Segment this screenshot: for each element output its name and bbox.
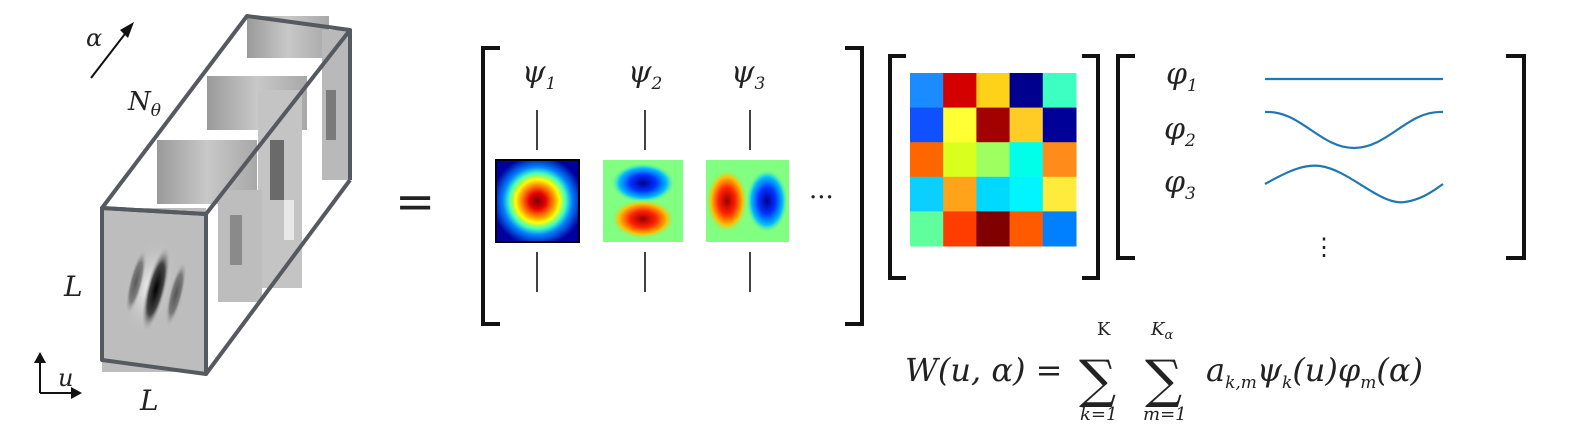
tensor-box-outline [100,14,352,376]
coef-cell [1009,107,1044,143]
phi-1-label: φ1 [1166,57,1198,96]
filter-slice-back [247,16,350,180]
n-theta-label: Nθ [127,87,161,121]
sum2-lower: m=1 [1143,404,1187,425]
alpha-axis-arrow [90,22,134,79]
coef-cell [943,211,977,247]
u-label: u [58,364,73,392]
right-bracket-coef [1082,54,1100,280]
coef-cell [1042,142,1077,178]
phi-2-curve [1264,110,1444,150]
psi-2-column: ψ2 [603,55,683,292]
coef-cell [943,142,977,178]
sum1-lower: k=1 [1080,404,1117,425]
psi-1-column: ψ1 [495,55,580,292]
sum1-sigma: ∑ [1079,350,1116,410]
sum2-upper: Kα [1150,319,1173,343]
phi-3-label: φ3 [1164,165,1196,204]
sum2-sigma: ∑ [1145,350,1182,410]
psi-ellipsis: ··· [809,183,834,213]
equals-sign: = [395,174,435,230]
coef-cell [1009,176,1044,212]
right-bracket-psi [845,46,864,326]
coef-cell [1009,211,1044,247]
coef-cell [976,176,1011,212]
coef-cell [910,142,944,178]
right-bracket-phi [1506,54,1526,260]
psi-2-label: ψ2 [628,55,662,94]
psi-basis-matrix: ψ1 ψ2 ψ3 ·· [481,46,864,326]
coef-cell [910,107,944,143]
alpha-label: α [86,24,102,52]
formula-lhs: W(u, α) = [905,351,1062,389]
coef-cell [910,211,944,247]
coefficient-matrix [888,54,1100,280]
coef-cell [1009,142,1044,178]
coef-cell [976,211,1011,247]
phi-ellipsis: ⋮ [1312,233,1336,261]
psi-3-column: ψ3 [706,55,789,292]
expansion-formula: W(u, α) = K ∑ k=1 Kα ∑ m=1 ak,mψk(u)φm(α… [905,319,1423,425]
left-bracket-psi [481,46,500,326]
psi-2-image [603,160,683,242]
phi-2-label: φ2 [1164,112,1196,151]
coef-cell [976,142,1011,178]
coef-cell [1009,73,1044,109]
formula-rhs-terms: ak,mψk(u)φm(α) [1206,351,1423,393]
left-bracket-phi [1116,54,1135,260]
phi-basis-matrix: φ1 φ2 φ3 ⋮ [1116,54,1526,261]
coef-cell [976,73,1011,109]
L-bottom-label: L [139,384,159,417]
psi-3-label: ψ3 [731,55,765,94]
u-axis-arrows [34,352,82,399]
coef-cell [943,107,977,143]
coef-cell [943,73,977,109]
coef-cell [910,176,944,212]
coef-cell [910,73,944,109]
phi-curves [1264,77,1444,204]
sum1-upper: K [1097,319,1111,340]
coef-cell [1042,107,1077,143]
L-side-label: L [63,270,83,303]
phi-3-curve [1264,164,1444,204]
left-bracket-coef [888,54,906,280]
psi-3-image [706,160,789,242]
filter-slice-front-back [157,140,262,302]
coef-cell [976,107,1011,143]
psi-1-label: ψ1 [522,55,556,94]
filter-front-face [102,208,206,372]
coef-cell [1042,73,1077,109]
coef-cell [1042,211,1077,247]
coef-cell [943,176,977,212]
coefficient-heatmap [910,73,1077,247]
coef-cell [1042,176,1077,212]
filter-tensor: α Nθ [34,14,352,417]
